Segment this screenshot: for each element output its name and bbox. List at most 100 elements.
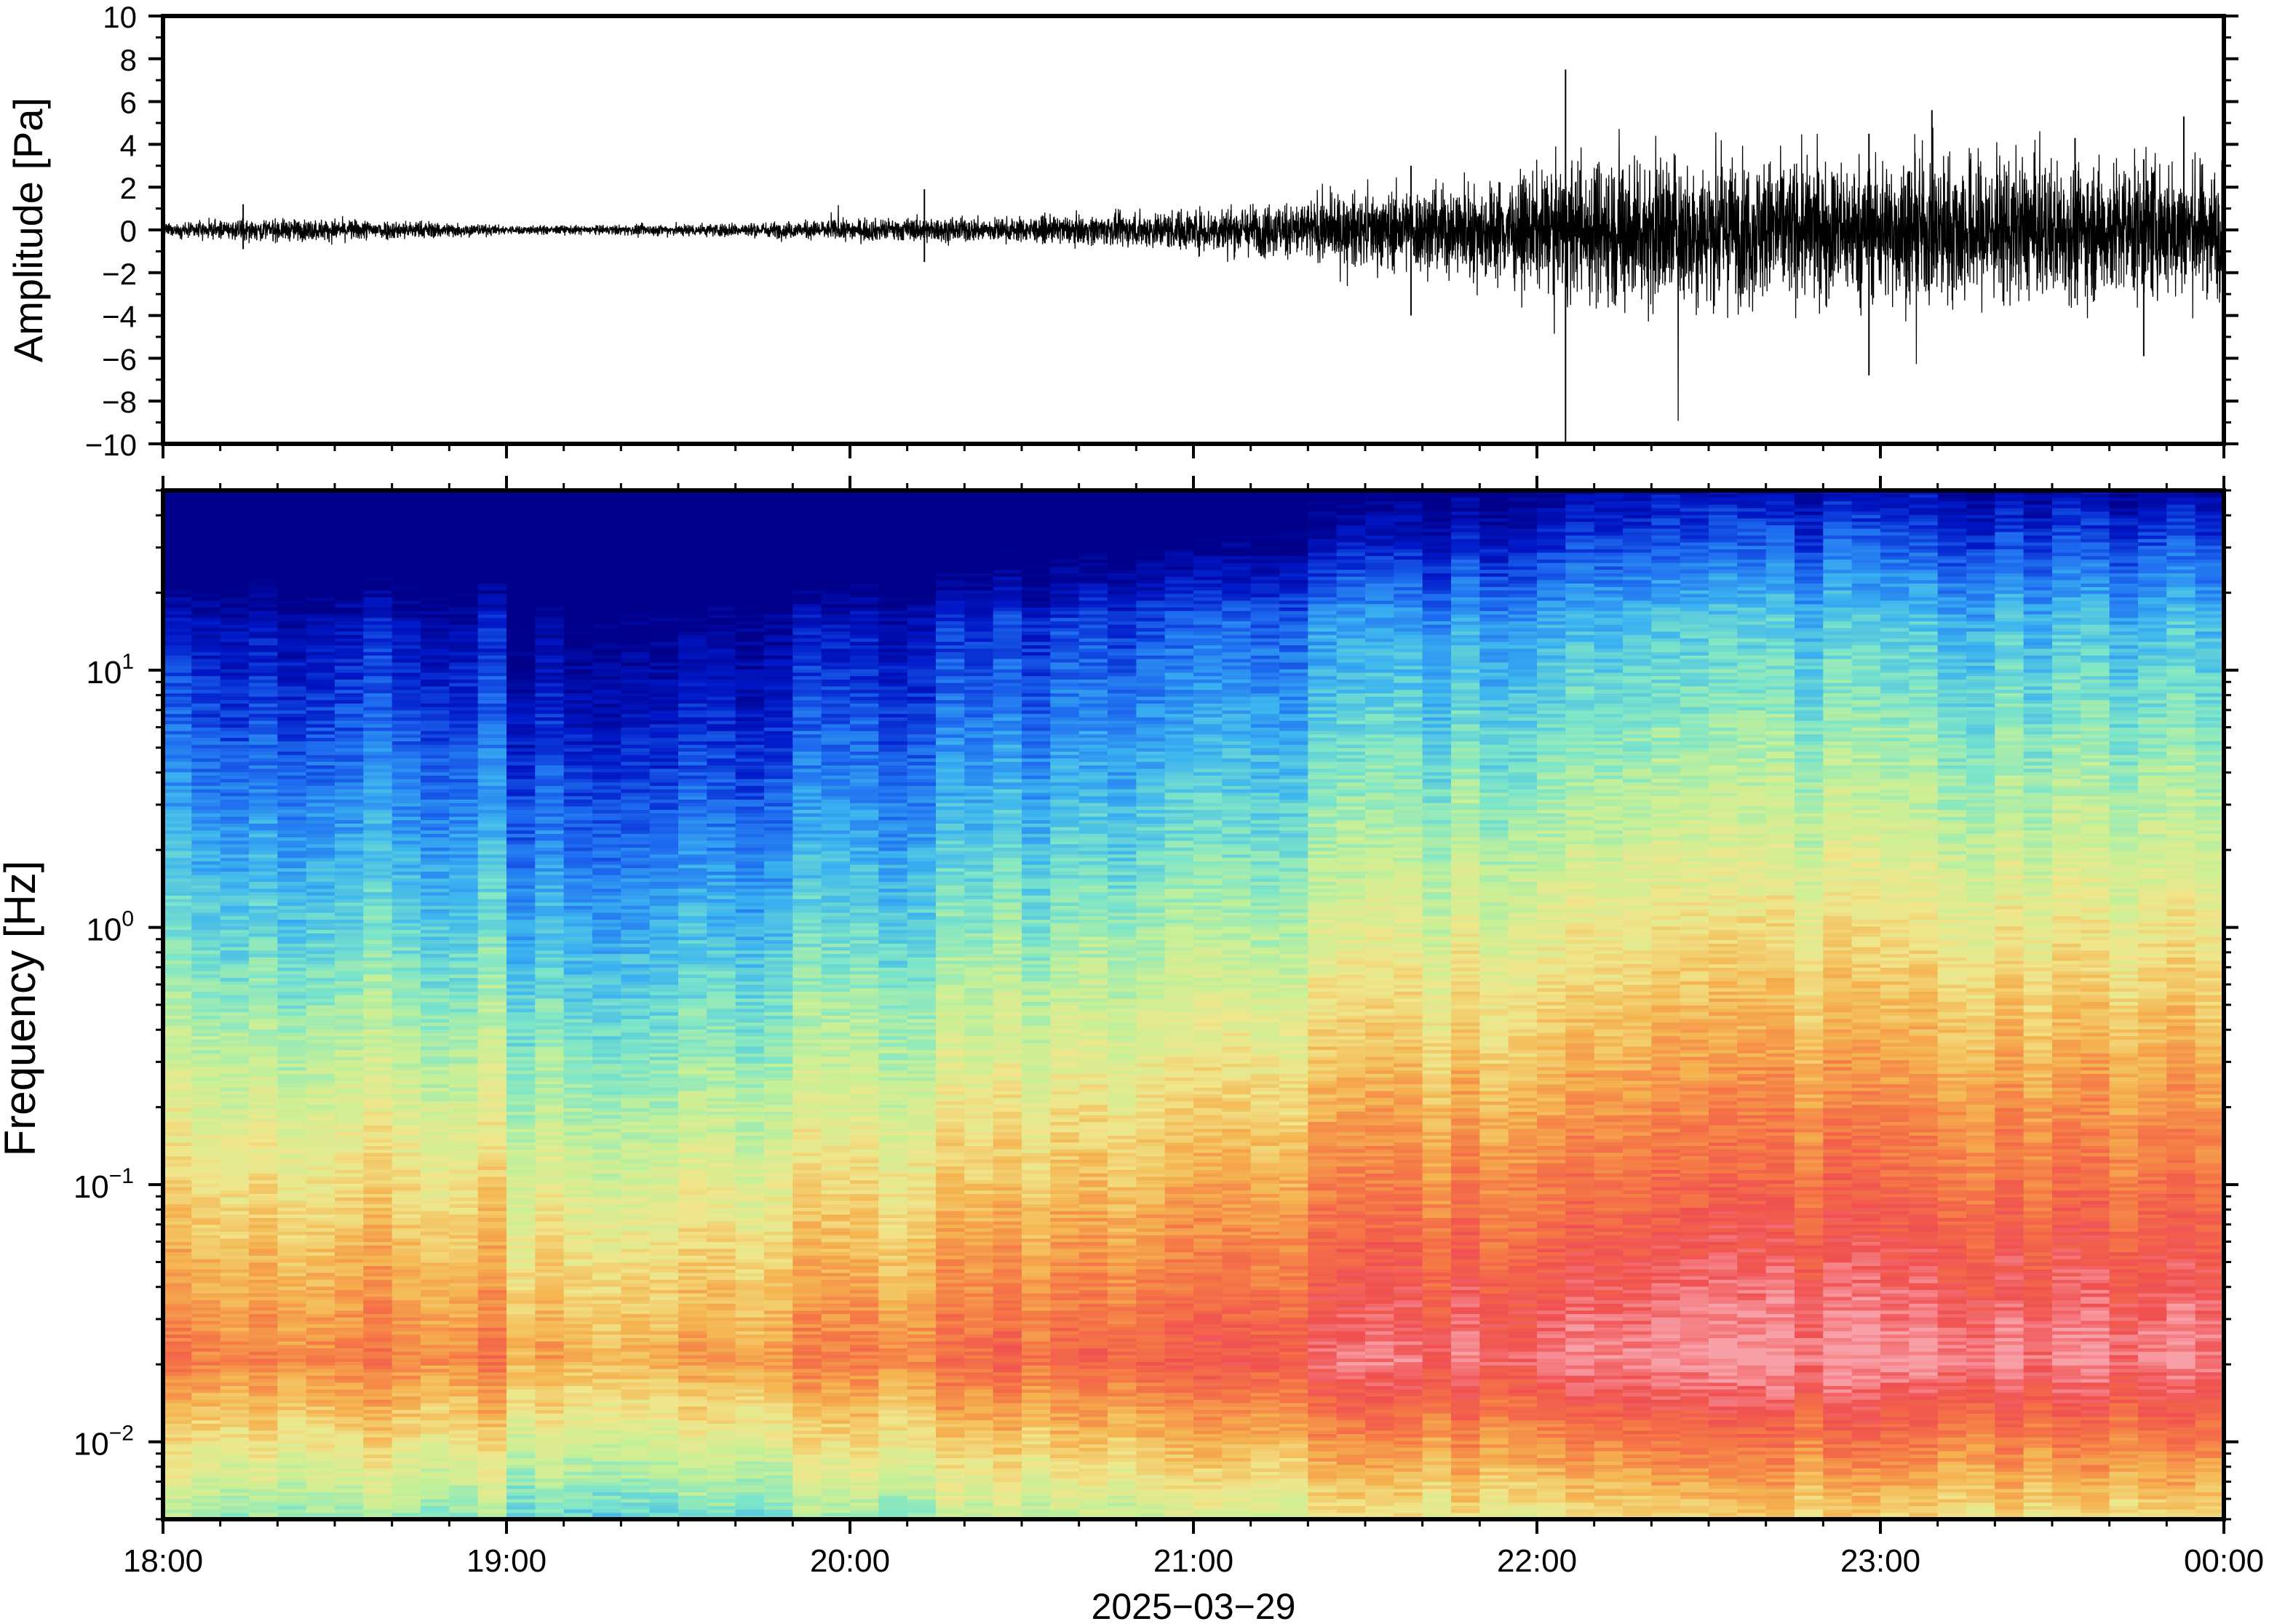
spectrogram-cell — [535, 514, 565, 519]
spectrogram-cell — [506, 877, 536, 883]
spectrogram-cell — [535, 1358, 565, 1362]
spectrogram-cell — [363, 1282, 393, 1287]
spectrogram-cell — [592, 1296, 622, 1301]
spectrogram-cell — [335, 1296, 365, 1301]
spectrogram-cell — [220, 631, 250, 635]
spectrogram-cell — [421, 562, 450, 567]
spectrogram-cell — [163, 1179, 193, 1184]
spectrogram-cell — [277, 946, 307, 951]
spectrogram-cell — [220, 1292, 250, 1297]
spectrogram-cell — [563, 1190, 593, 1194]
spectrogram-cell — [277, 1385, 307, 1390]
spectrogram-cell — [563, 1152, 593, 1157]
spectrogram-cell — [335, 799, 365, 803]
spectrogram-cell — [506, 1492, 536, 1496]
spectrogram-cell — [306, 1378, 335, 1383]
spectrogram-cell — [220, 713, 250, 717]
spectrogram-cell — [477, 665, 507, 669]
spectrogram-cell — [335, 984, 365, 989]
spectrogram-cell — [335, 672, 365, 677]
spectrogram-cell — [191, 1131, 221, 1136]
spectrogram-cell — [191, 651, 221, 656]
spectrogram-cell — [163, 981, 193, 985]
spectrogram-cell — [249, 1008, 279, 1013]
spectrogram-cell — [191, 1231, 221, 1235]
spectrogram-cell — [535, 617, 565, 621]
spectrogram-cell — [220, 593, 250, 597]
spectrogram-cell — [191, 1296, 221, 1301]
spectrogram-cell — [392, 891, 421, 896]
spectrogram-cell — [421, 881, 450, 885]
spectrogram-cell — [306, 1484, 335, 1489]
spectrogram-cell — [363, 1083, 393, 1088]
spectrogram-cell — [306, 1097, 335, 1102]
spectrogram-cell — [563, 1275, 593, 1280]
spectrogram-cell — [306, 1169, 335, 1174]
spectrogram-cell — [220, 1385, 250, 1390]
spectrogram-cell — [449, 874, 479, 879]
spectrogram-cell — [306, 1042, 335, 1047]
spectrogram-cell — [306, 655, 335, 659]
spectrogram-cell — [335, 960, 365, 965]
spectrogram-cell — [563, 1176, 593, 1181]
spectrogram-cell — [563, 1118, 593, 1122]
spectrogram-cell — [506, 655, 536, 659]
spectrogram-cell — [421, 1149, 450, 1153]
spectrogram-cell — [392, 696, 421, 701]
spectrogram-cell — [592, 909, 622, 913]
spectrogram-cell — [477, 600, 507, 605]
spectrogram-cell — [306, 1241, 335, 1246]
spectrogram-cell — [277, 926, 307, 931]
spectrogram-cell — [392, 816, 421, 821]
spectrogram-cell — [535, 861, 565, 865]
spectrogram-cell — [535, 579, 565, 584]
spectrogram-cell — [306, 1337, 335, 1342]
spectrogram-cell — [477, 511, 507, 515]
spectrogram-cell — [191, 1173, 221, 1177]
spectrogram-cell — [592, 617, 622, 621]
spectrogram-cell — [191, 562, 221, 567]
spectrogram-cell — [335, 1214, 365, 1218]
spectrogram-cell — [421, 1094, 450, 1098]
spectrogram-cell — [392, 885, 421, 889]
spectrogram-cell — [363, 541, 393, 546]
spectrogram-cell — [535, 799, 565, 803]
spectrogram-cell — [163, 1138, 193, 1143]
spectrogram-cell — [592, 514, 622, 519]
spectrogram-cell — [592, 1492, 622, 1496]
spectrogram-cell — [363, 1440, 393, 1445]
spectrogram-cell — [535, 909, 565, 913]
spectrogram-cell — [506, 936, 536, 941]
spectrogram-cell — [449, 1241, 479, 1246]
spectrogram-cell — [421, 813, 450, 817]
spectrogram-cell — [535, 528, 565, 533]
spectrogram-cell — [421, 1495, 450, 1500]
spectrogram-cell — [449, 1114, 479, 1119]
spectrogram-cell — [277, 936, 307, 941]
spectrogram-cell — [277, 1135, 307, 1139]
spectrogram-cell — [392, 733, 421, 739]
spectrogram-cell — [191, 621, 221, 625]
spectrogram-cell — [363, 761, 393, 765]
spectrogram-cell — [421, 1282, 450, 1287]
spectrogram-cell — [535, 645, 565, 649]
spectrogram-cell — [421, 1423, 450, 1428]
spectrogram-cell — [306, 1001, 335, 1006]
spectrogram-cell — [392, 792, 421, 797]
spectrogram-cell — [506, 641, 536, 645]
spectrogram-cell — [592, 1444, 622, 1448]
spectrogram-cell — [335, 1149, 365, 1153]
spectrogram-cell — [363, 1488, 393, 1493]
spectrogram-cell — [249, 1011, 279, 1016]
spectrogram-cell — [277, 1227, 307, 1232]
spectrogram-cell — [191, 1025, 221, 1030]
spectrogram-cell — [477, 685, 507, 690]
spectrogram-cell — [563, 1066, 593, 1071]
spectrogram-cell — [363, 1248, 393, 1253]
spectrogram-cell — [306, 699, 335, 704]
spectrogram-cell — [506, 1385, 536, 1390]
spectrogram-cell — [506, 1255, 536, 1259]
spectrogram-cell — [220, 1207, 250, 1211]
spectrogram-cell — [249, 559, 279, 563]
spectrogram-cell — [306, 901, 335, 907]
